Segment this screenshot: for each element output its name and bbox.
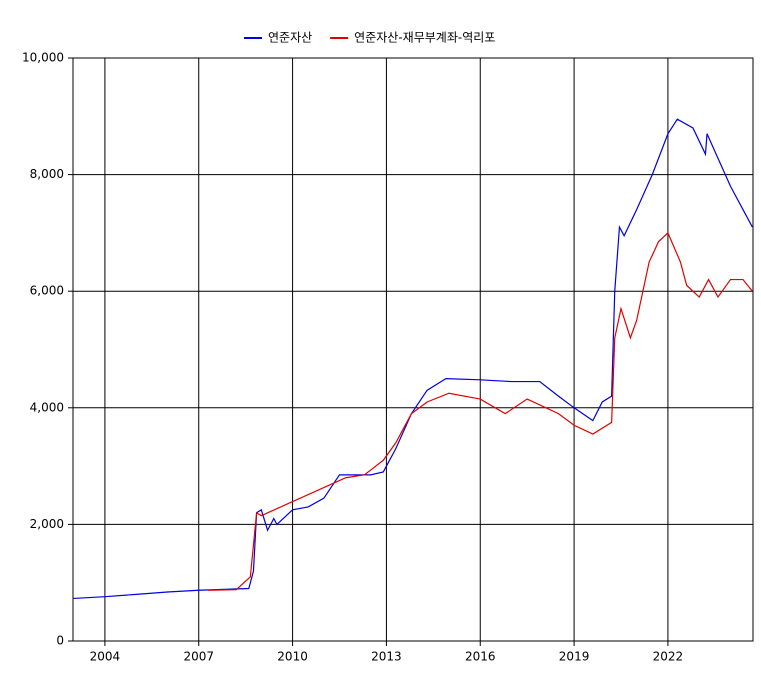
- y-tick-label: 10,000: [22, 51, 64, 65]
- y-tick-label: 0: [56, 634, 64, 648]
- y-tick-label: 6,000: [30, 284, 64, 298]
- legend: 연준자산 연준자산-재무부계좌-역리포: [244, 31, 495, 45]
- plot-frame: [72, 57, 754, 642]
- x-tick-label: 2013: [371, 650, 402, 664]
- legend-label: 연준자산: [268, 31, 312, 45]
- y-tick-label: 4,000: [30, 400, 64, 414]
- series-line: [208, 231, 753, 591]
- x-tick-label: 2022: [653, 650, 684, 664]
- series-line: [73, 118, 753, 600]
- x-tick-label: 2019: [559, 650, 590, 664]
- x-tick-label: 2007: [183, 650, 214, 664]
- x-tick-label: 2010: [277, 650, 308, 664]
- x-tick-label: 2004: [90, 650, 121, 664]
- x-tick-label: 2016: [465, 650, 496, 664]
- legend-label: 연준자산-재무부계좌-역리포: [354, 31, 495, 45]
- y-tick-label: 2,000: [30, 517, 64, 531]
- y-tick-label: 8,000: [30, 167, 64, 181]
